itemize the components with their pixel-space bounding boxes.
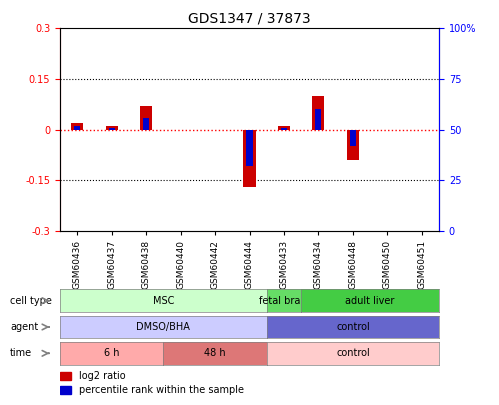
Title: GDS1347 / 37873: GDS1347 / 37873 — [188, 12, 311, 26]
Text: percentile rank within the sample: percentile rank within the sample — [79, 385, 244, 395]
Bar — [281, 128, 287, 130]
Bar — [74, 126, 80, 130]
Bar — [315, 109, 321, 130]
Text: agent: agent — [10, 322, 38, 332]
Text: log2 ratio: log2 ratio — [79, 371, 125, 381]
Text: control: control — [336, 322, 370, 332]
Text: 48 h: 48 h — [204, 348, 226, 358]
Bar — [109, 128, 115, 130]
Bar — [312, 96, 324, 130]
Bar — [140, 106, 152, 130]
Bar — [106, 126, 118, 130]
Bar — [71, 123, 83, 130]
Bar — [247, 130, 252, 166]
Text: fetal brain: fetal brain — [259, 296, 309, 306]
Bar — [347, 130, 359, 160]
Text: adult liver: adult liver — [345, 296, 395, 306]
Text: DMSO/BHA: DMSO/BHA — [136, 322, 190, 332]
Text: 6 h: 6 h — [104, 348, 119, 358]
Bar — [143, 117, 149, 130]
Bar — [350, 130, 356, 146]
Bar — [60, 386, 71, 394]
Bar — [244, 130, 255, 187]
Text: cell type: cell type — [10, 296, 52, 306]
Bar — [60, 372, 71, 380]
Text: control: control — [336, 348, 370, 358]
Bar — [278, 126, 290, 130]
Text: time: time — [10, 348, 32, 358]
Text: MSC: MSC — [153, 296, 174, 306]
